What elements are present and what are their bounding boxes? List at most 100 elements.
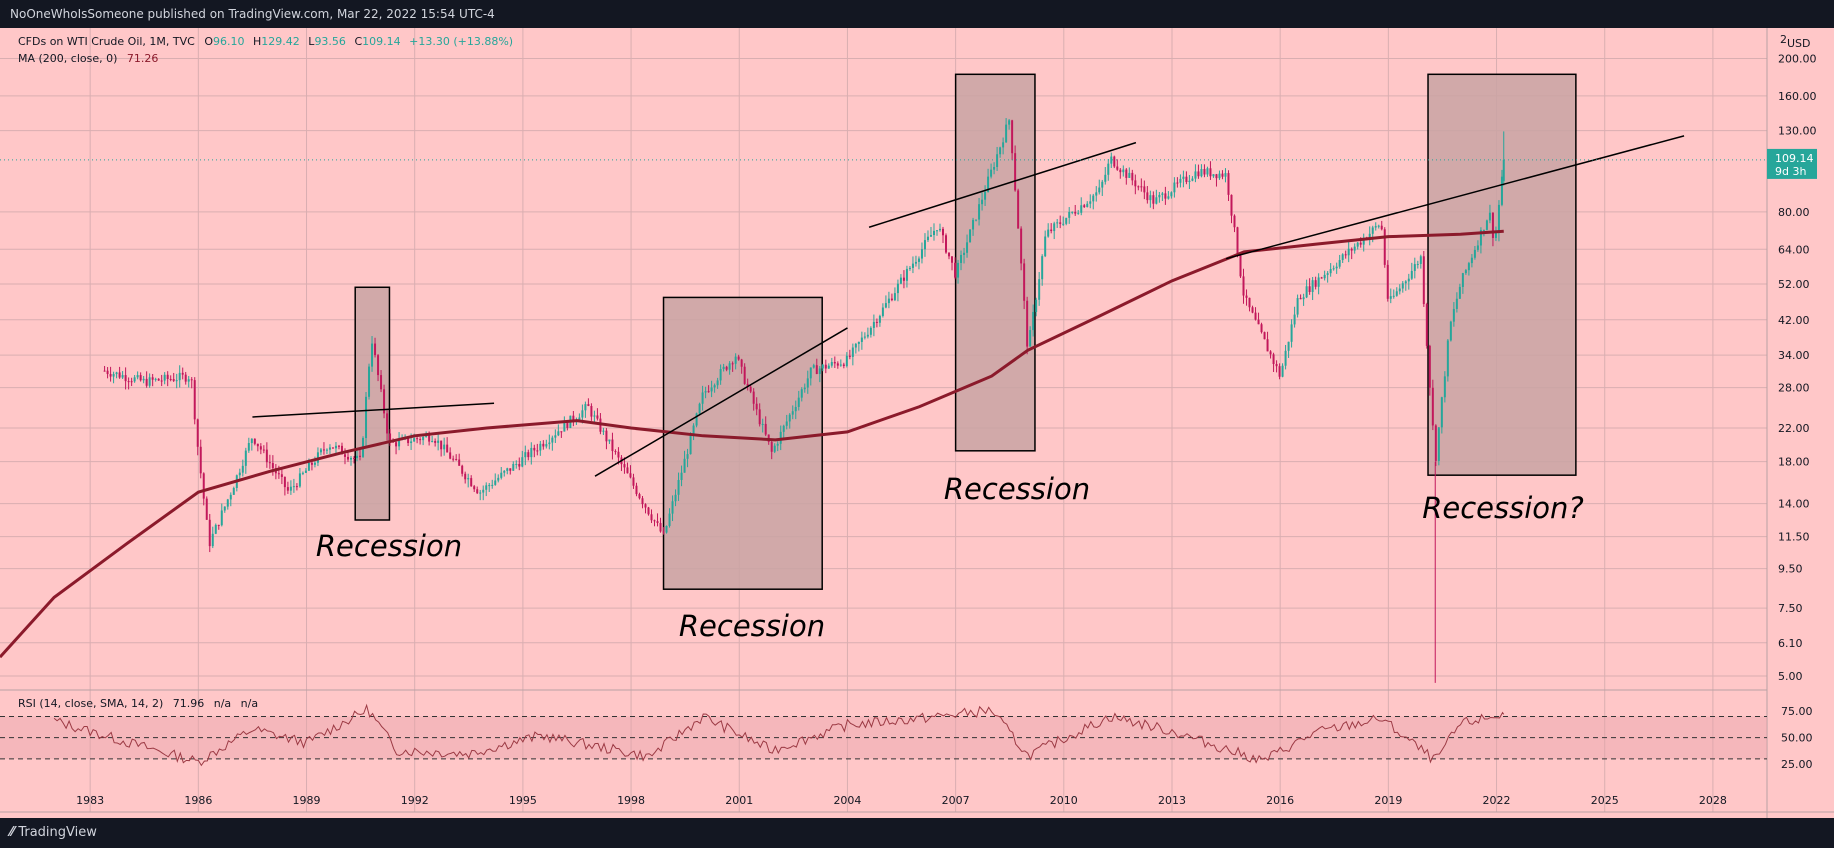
candle-body xyxy=(458,459,461,466)
candle-body xyxy=(999,147,1002,155)
time-tick-label: 1983 xyxy=(76,794,104,807)
candle-body xyxy=(419,439,422,441)
candle-body xyxy=(1311,280,1314,293)
candle-body xyxy=(265,449,268,463)
candle-body xyxy=(728,363,731,370)
candle-body xyxy=(1134,180,1137,187)
price-tick-label: 5.00 xyxy=(1778,670,1803,683)
candle-body xyxy=(1413,264,1416,271)
candle-body xyxy=(1206,168,1209,175)
ma-200-line xyxy=(0,229,1504,659)
candle-body xyxy=(990,169,993,177)
candle-body xyxy=(1017,190,1020,229)
candle-body xyxy=(121,375,124,378)
tradingview-logo-icon: ⁄⁄ xyxy=(10,825,15,840)
candle-body xyxy=(1185,176,1188,183)
candle-body xyxy=(1068,211,1071,218)
candle-body xyxy=(1167,196,1170,199)
recession-label-4: Recession? xyxy=(1422,491,1584,525)
candle-body xyxy=(878,315,881,323)
candle-body xyxy=(389,433,392,442)
candle-body xyxy=(773,445,776,452)
candle-body xyxy=(1254,312,1257,320)
candle-body xyxy=(677,479,680,495)
candle-body xyxy=(1131,172,1134,181)
candle-body xyxy=(1113,156,1116,167)
candle-body xyxy=(473,486,476,490)
candle-body xyxy=(1449,321,1452,341)
candle-body xyxy=(103,370,106,372)
candle-body xyxy=(410,441,413,444)
candle-body xyxy=(181,372,184,375)
candle-body xyxy=(542,443,545,447)
candle-body xyxy=(1362,238,1365,245)
candle-body xyxy=(632,477,635,486)
candle-body xyxy=(1170,192,1173,197)
candle-body xyxy=(1011,120,1014,154)
candle-body xyxy=(1095,192,1098,196)
candle-body xyxy=(1137,186,1140,188)
candle-body xyxy=(987,176,990,192)
candle-body xyxy=(689,434,692,455)
candle-body xyxy=(1389,296,1392,299)
time-tick-label: 2019 xyxy=(1374,794,1402,807)
candle-body xyxy=(1233,215,1236,228)
candle-body xyxy=(1452,308,1455,322)
candle-body xyxy=(1251,307,1254,313)
candle-body xyxy=(890,298,893,301)
footer-bar: ⁄⁄ TradingView xyxy=(0,818,1834,848)
candle-body xyxy=(1296,298,1299,315)
candle-body xyxy=(695,413,698,426)
candle-body xyxy=(764,423,767,435)
candle-body xyxy=(211,533,214,547)
candle-body xyxy=(1164,193,1167,199)
candle-body xyxy=(680,472,683,480)
price-axis[interactable]: 200.00 160.00 130.00 80.00 64.00 52.00 42.00 34… xyxy=(1778,53,1817,772)
candle-body xyxy=(893,293,896,301)
candle-body xyxy=(761,423,764,425)
candle-body xyxy=(551,437,554,443)
candle-body xyxy=(984,191,987,200)
candle-body xyxy=(788,414,791,422)
candle-body xyxy=(656,521,659,523)
time-axis[interactable]: 1983 1986 1989 1992 1995 1998 2001 2004 2007 2010… xyxy=(76,794,1727,807)
candlesticks[interactable] xyxy=(103,118,1505,683)
candle-body xyxy=(1098,187,1101,193)
candle-body xyxy=(1278,366,1281,377)
candle-body xyxy=(359,455,362,457)
candle-body xyxy=(1212,174,1215,177)
candle-body xyxy=(1308,286,1311,293)
candle-body xyxy=(647,507,650,515)
candle-body xyxy=(1053,223,1056,232)
candle-body xyxy=(1320,277,1323,279)
candle-body xyxy=(737,356,740,360)
candle-body xyxy=(554,435,557,438)
candle-body xyxy=(692,425,695,435)
candle-body xyxy=(815,365,818,374)
candle-body xyxy=(948,252,951,257)
candle-body xyxy=(1119,169,1122,173)
candle-body xyxy=(1182,176,1185,179)
candle-body xyxy=(776,443,779,446)
candle-body xyxy=(914,261,917,264)
legend[interactable]: CFDs on WTI Crude Oil, 1M, TVC O96.10 H1… xyxy=(18,35,513,710)
price-tick-label: 160.00 xyxy=(1778,90,1817,103)
candle-body xyxy=(431,440,434,442)
candle-body xyxy=(740,359,743,367)
candle-body xyxy=(1008,120,1011,125)
candle-body xyxy=(268,462,271,464)
candle-body xyxy=(839,364,842,366)
candle-body xyxy=(524,452,527,458)
tradingview-logo[interactable]: ⁄⁄ TradingView xyxy=(10,818,97,848)
candle-body xyxy=(1191,178,1194,181)
brand-name: TradingView xyxy=(18,825,97,840)
candle-body xyxy=(115,372,118,375)
price-tick-label: 6.10 xyxy=(1778,637,1803,650)
candle-body xyxy=(130,381,133,383)
candle-body xyxy=(1380,225,1383,230)
time-tick-label: 2007 xyxy=(942,794,970,807)
candle-body xyxy=(611,439,614,452)
bar-countdown-label: 9d 3h xyxy=(1775,165,1806,178)
candle-body xyxy=(960,254,963,263)
